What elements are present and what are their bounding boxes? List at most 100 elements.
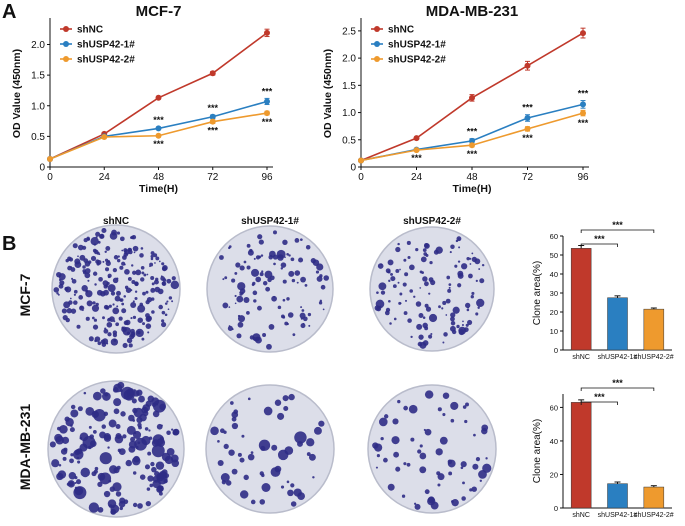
colony (448, 286, 451, 289)
colony (478, 470, 487, 479)
y-tick-label: 2.5 (342, 26, 356, 37)
colony-column-label-shusp42-2: shUSP42-2# (403, 216, 461, 227)
colony (403, 405, 408, 411)
petri-dish (47, 380, 185, 518)
colony (118, 500, 126, 508)
colony (395, 466, 401, 472)
colony (231, 416, 237, 422)
colony-row-label-mda-mb-231: MDA-MB-231 (17, 404, 33, 491)
colony (250, 451, 254, 455)
colony (151, 310, 155, 314)
y-tick-label: 30 (550, 289, 558, 298)
colony (424, 281, 429, 287)
colony (121, 249, 124, 252)
y-tick-label: 1.5 (31, 71, 45, 82)
colony (115, 491, 122, 497)
colony (73, 289, 78, 294)
colony (121, 302, 125, 306)
colony (84, 272, 91, 279)
colony (450, 418, 455, 423)
significance-marker: *** (411, 153, 422, 163)
colony (145, 500, 152, 507)
line-chart-mda-mb-231: MDA-MB-231 0 0.5 1.0 1.5 2.0 2.5 0 24 48 72 96 Time(… (322, 3, 589, 195)
legend-label-shnc: shNC (388, 25, 414, 36)
colony (237, 321, 244, 328)
colony (390, 276, 396, 282)
colony (282, 239, 288, 245)
data-point-shnc (524, 62, 531, 69)
colony (112, 267, 117, 273)
colony (105, 245, 111, 251)
colony (419, 444, 423, 448)
y-tick-label: 60 (550, 232, 558, 241)
colony (130, 302, 137, 309)
colony (113, 255, 119, 260)
bar-shusp42-2 (643, 308, 665, 351)
colony (112, 482, 122, 492)
colony (58, 278, 62, 282)
colony (161, 322, 167, 328)
colony (447, 288, 452, 293)
colony (252, 337, 257, 341)
colony (290, 483, 295, 488)
colony-column-label-shnc: shNC (103, 216, 129, 227)
colony (79, 305, 83, 309)
colony (57, 426, 61, 431)
colony (101, 342, 107, 347)
colony (296, 281, 299, 284)
colony (98, 276, 103, 282)
colony (155, 277, 159, 281)
colony (74, 476, 78, 480)
colony (210, 426, 219, 436)
colony (116, 290, 121, 296)
colony (475, 457, 481, 462)
colony (454, 264, 458, 268)
petri-dish (369, 226, 495, 352)
colony (83, 237, 88, 243)
colony (96, 289, 103, 296)
colony (88, 445, 92, 450)
colony (141, 271, 145, 275)
colony (393, 317, 397, 321)
y-tick-label: 0.5 (342, 135, 356, 146)
colony (266, 343, 272, 350)
significance-marker: *** (262, 86, 273, 96)
legend-marker-shnc (63, 26, 69, 32)
colony (90, 237, 99, 246)
colony (419, 452, 427, 460)
colony (292, 333, 296, 337)
colony (78, 295, 84, 300)
colony (243, 474, 249, 481)
colony (380, 436, 384, 441)
colony (171, 300, 174, 303)
colony (104, 327, 107, 330)
colony-column-label-shusp42-1: shUSP42-1# (241, 216, 299, 227)
colony-dishes (47, 224, 497, 518)
colony (107, 260, 111, 263)
colony (220, 473, 230, 482)
colony (228, 306, 231, 308)
colony (471, 291, 475, 295)
colony (406, 240, 411, 246)
colony (261, 483, 271, 492)
significance-marker: *** (612, 378, 623, 388)
data-point-shnc (580, 30, 586, 37)
colony (137, 422, 142, 428)
colony (123, 263, 126, 266)
colony (294, 270, 301, 276)
y-tick-label: 2.0 (342, 54, 356, 65)
colony (408, 404, 418, 414)
colony (119, 298, 124, 302)
colony (112, 333, 118, 338)
colony (150, 257, 154, 261)
colony (247, 397, 251, 401)
colony (110, 504, 120, 514)
colony (403, 258, 407, 262)
colony (274, 465, 282, 473)
colony (230, 401, 234, 405)
data-point-shusp42-2 (469, 142, 475, 149)
colony (134, 296, 138, 300)
colony (108, 419, 117, 428)
colony (68, 300, 73, 305)
colony (102, 260, 105, 263)
